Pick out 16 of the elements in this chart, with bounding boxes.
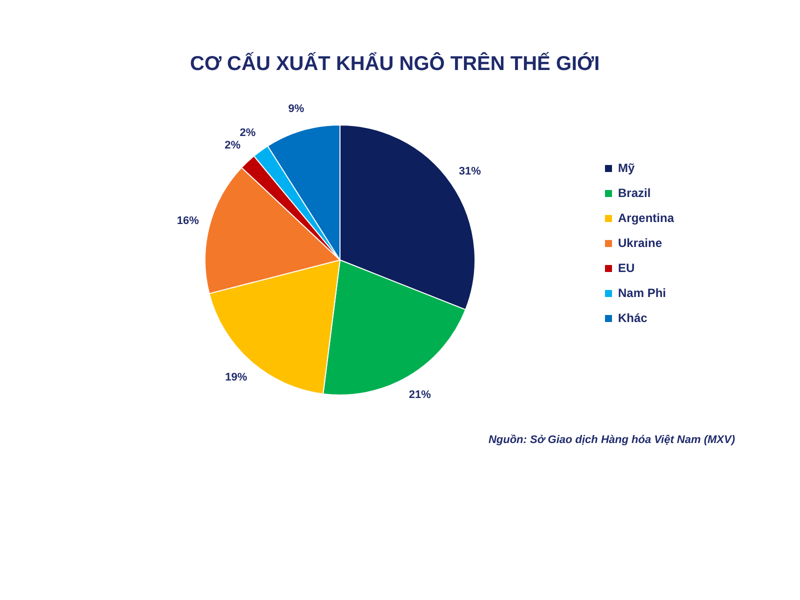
legend-label: Nam Phi [618, 286, 666, 300]
legend-label: Ukraine [618, 236, 662, 250]
data-label: 21% [408, 389, 432, 402]
data-label: 19% [225, 372, 248, 384]
data-label: 2% [240, 126, 256, 139]
legend-label: Argentina [618, 211, 674, 225]
legend-label: Brazil [618, 186, 651, 200]
text: Nguồn: Sở Giao dịch Hàng hóa Việt Nam (MXV) [488, 434, 736, 446]
chart-title: CƠ CẤU XUẤT KHẨU NGÔ TRÊN THẾ GIỚI [190, 52, 600, 75]
legend-label: Mỹ [618, 161, 635, 175]
legend-label: EU [618, 261, 635, 275]
legend-label: Khác [618, 311, 648, 325]
data-label: 31% [458, 166, 482, 178]
data-label: 16% [176, 214, 200, 227]
data-label: 2% [224, 139, 241, 152]
data-label: 9% [288, 103, 304, 116]
